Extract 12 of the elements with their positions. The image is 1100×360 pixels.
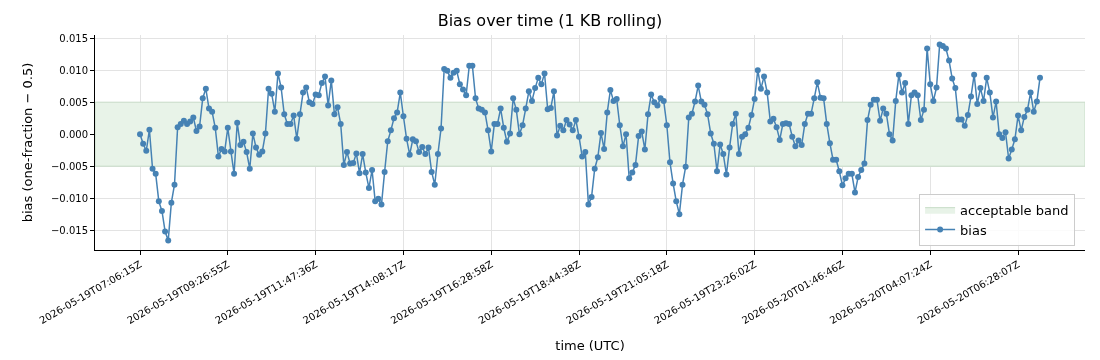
y-tick-label: −0.015	[50, 224, 88, 236]
y-tick-label: −0.010	[50, 192, 88, 204]
y-tick-label: 0.000	[59, 128, 88, 140]
y-axis-title: bias (one-fraction − 0.5)	[19, 62, 35, 223]
x-axis-title: time (UTC)	[555, 337, 625, 353]
y-tick-label: 0.005	[59, 96, 88, 108]
y-tick-label: 0.010	[59, 64, 88, 76]
legend-label: bias	[960, 222, 987, 238]
chart-title: Bias over time (1 KB rolling)	[437, 10, 663, 30]
legend-label: acceptable band	[960, 202, 1069, 218]
y-tick-label: 0.015	[59, 32, 88, 44]
y-tick-label: −0.005	[50, 160, 88, 172]
